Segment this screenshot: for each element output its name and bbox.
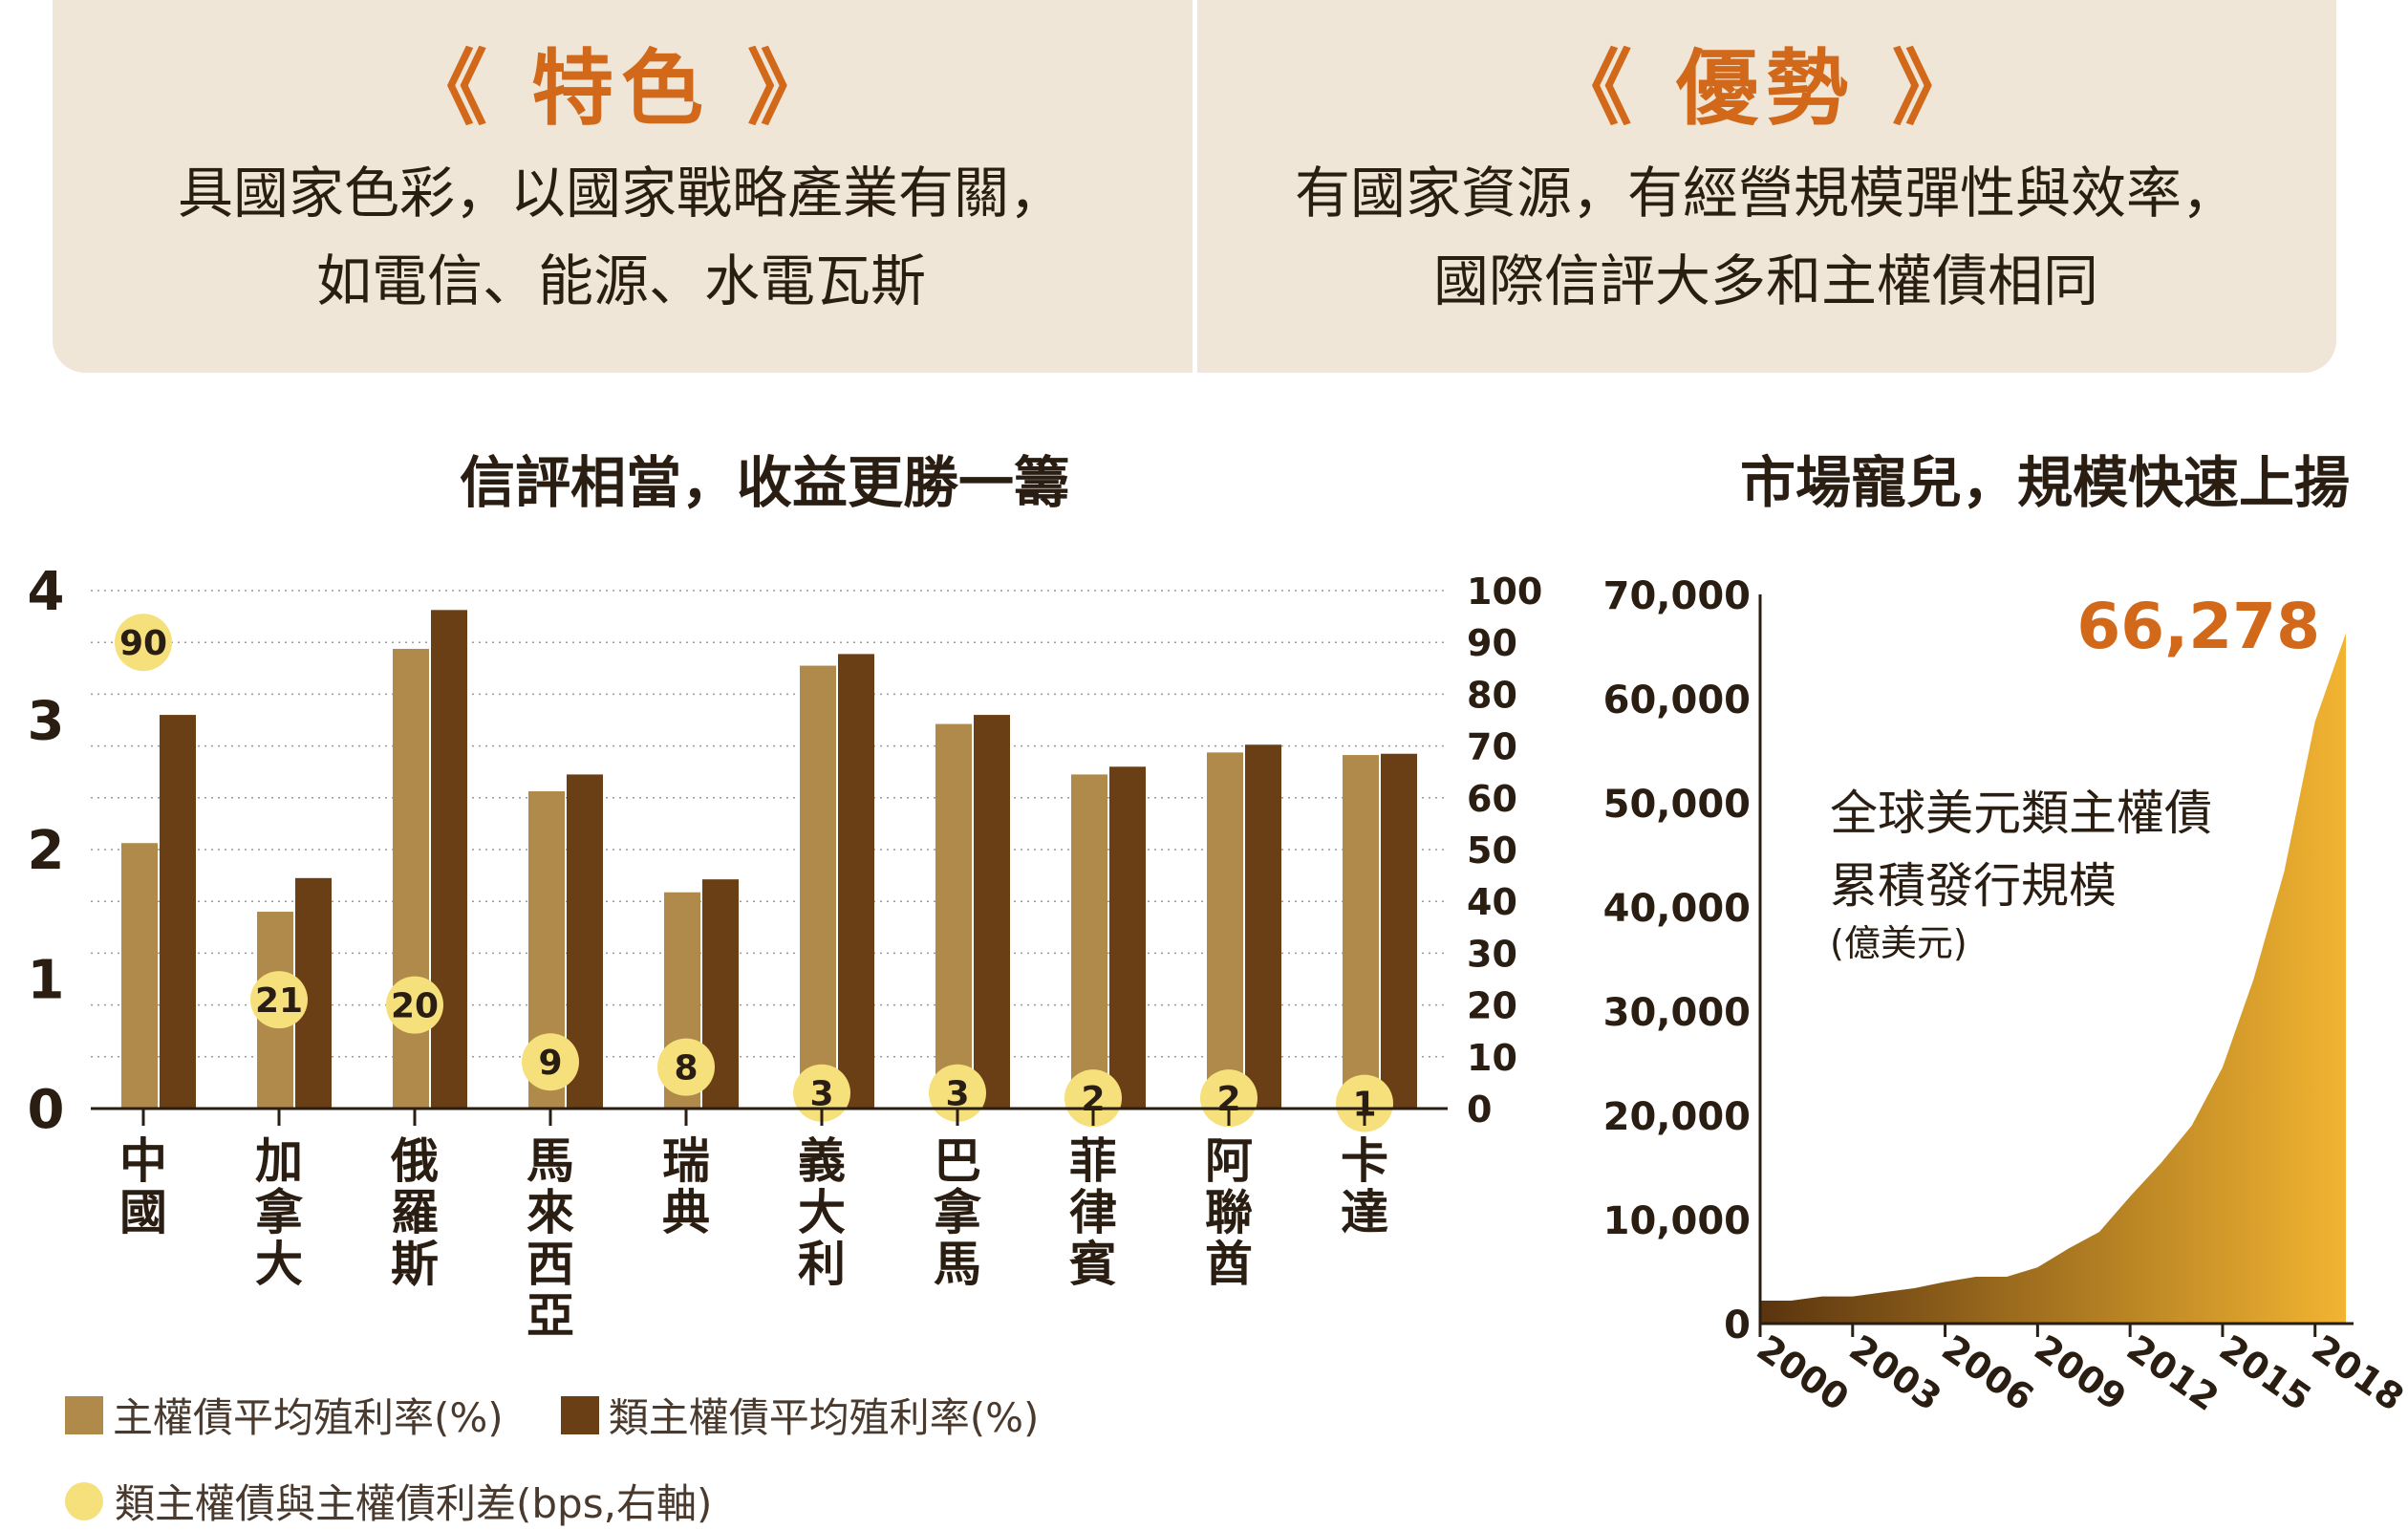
right-axis-tick-label: 10 [1467, 1037, 1517, 1079]
area-annotation-line: 全球美元類主權債 [1830, 786, 2212, 841]
area-chart: 0 10,000 20,000 30,000 40,000 50,000 60,000 70,… [1603, 574, 2408, 1419]
area-x-tick-label: 2000 [1750, 1326, 1857, 1419]
area-y-tick-label: 60,000 [1603, 679, 1751, 722]
features-line-2: 如電信、能源、水電瓦斯 [315, 248, 926, 313]
area-x-tick-label: 2003 [1842, 1326, 1949, 1419]
category-label: 菲律賓 [1069, 1133, 1117, 1292]
right-axis-tick-label: 30 [1467, 933, 1517, 975]
spread-dot [1064, 1069, 1122, 1128]
right-axis-tick-label: 100 [1467, 571, 1542, 613]
area-y-tick-label: 30,000 [1603, 991, 1751, 1035]
category-label: 卡達 [1341, 1133, 1388, 1240]
category-label: 馬來西亞 [527, 1133, 574, 1344]
area-y-tick-label: 0 [1724, 1304, 1751, 1347]
category-label: 瑞典 [662, 1133, 710, 1240]
area-x-tick-label: 2006 [1934, 1326, 2041, 1419]
bar-sovereign [1343, 755, 1379, 1109]
bar-quasi [1245, 744, 1281, 1109]
area-x-tick-label: 2018 [2305, 1326, 2408, 1419]
bar-quasi [974, 715, 1010, 1109]
spread-dot [1336, 1074, 1393, 1132]
legend-label-quasi: 類主權債平均殖利率(%) [608, 1394, 1040, 1441]
legend-swatch-sovereign [65, 1395, 103, 1434]
area-chart-title: 市場寵兒，規模快速上揚 [1739, 450, 2350, 515]
features-panel: 《 特色 》 具國家色彩，以國家戰略產業有關， 如電信、能源、水電瓦斯 [53, 0, 1190, 373]
top-banner: 《 特色 》 具國家色彩，以國家戰略產業有關， 如電信、能源、水電瓦斯 《 優勢… [53, 0, 2336, 373]
area-y-tick-label: 50,000 [1603, 783, 1751, 827]
category-label: 巴拿馬 [934, 1133, 981, 1292]
left-axis-tick-label: 2 [28, 820, 65, 882]
spread-value-label: 20 [391, 987, 439, 1026]
bar-sovereign [393, 648, 429, 1109]
area-series [1760, 633, 2346, 1324]
bar-quasi [838, 654, 874, 1109]
area-y-tick-label: 20,000 [1603, 1095, 1751, 1139]
category-label: 義大利 [798, 1133, 846, 1292]
area-x-tick-label: 2015 [2212, 1326, 2319, 1419]
advantages-panel: 《 優勢 》 有國家資源，有經營規模彈性與效率， 國際信評大多和主權債相同 [1197, 0, 2334, 373]
left-axis-tick-label: 4 [28, 561, 65, 623]
right-axis-tick-label: 20 [1467, 985, 1517, 1027]
banner-divider [1193, 0, 1197, 373]
legend-label-spread: 類主權債與主權債利差(bps,右軸) [115, 1480, 713, 1527]
legend-swatch-quasi [560, 1395, 599, 1434]
right-axis-tick-label: 40 [1467, 881, 1517, 923]
right-axis-tick-label: 60 [1467, 778, 1517, 820]
spread-dot [115, 614, 172, 672]
bar-sovereign [121, 843, 158, 1109]
bar-quasi [431, 610, 467, 1109]
category-label: 阿聯酋 [1205, 1133, 1253, 1292]
bar-quasi [1109, 766, 1146, 1109]
spread-dot [522, 1033, 579, 1091]
bar-sovereign [800, 665, 836, 1109]
bar-sovereign [1207, 752, 1243, 1109]
right-axis-tick-label: 80 [1467, 674, 1517, 716]
right-axis-tick-label: 90 [1467, 622, 1517, 664]
spread-value-label: 21 [255, 981, 303, 1021]
spread-dot [386, 976, 443, 1034]
features-line-1: 具國家色彩，以國家戰略產業有關， [177, 161, 1064, 226]
right-axis-tick-label: 70 [1467, 726, 1517, 768]
advantages-line-2: 國際信評大多和主權債相同 [1432, 248, 2098, 313]
bar-chart: 01234010203040506070809010090中國21加拿大20俄羅… [28, 561, 1543, 1344]
area-x-tick-label: 2012 [2119, 1326, 2226, 1419]
area-y-tick-label: 10,000 [1603, 1199, 1751, 1243]
spread-value-label: 9 [538, 1044, 562, 1083]
bar-chart-title: 信評相當，收益更勝一籌 [459, 450, 1069, 515]
area-annotation-unit: (億美元) [1830, 922, 1967, 964]
left-axis-tick-label: 1 [28, 950, 65, 1012]
area-x-tick-label: 2009 [2027, 1326, 2134, 1419]
bar-quasi [1381, 753, 1417, 1109]
area-y-tick-label: 70,000 [1603, 574, 1751, 618]
features-title: 《 特色 》 [405, 41, 837, 137]
spread-dot [250, 971, 308, 1029]
category-label: 俄羅斯 [390, 1133, 439, 1292]
advantages-title: 《 優勢 》 [1550, 41, 1982, 137]
spread-value-label: 8 [674, 1049, 698, 1088]
area-annotation-line: 累積發行規模 [1830, 858, 2117, 914]
area-y-tick-label: 40,000 [1603, 887, 1751, 931]
spread-dot [1200, 1069, 1258, 1128]
legend-row-1: 主權債平均殖利率(%) 類主權債平均殖利率(%) [65, 1386, 1039, 1444]
left-axis-tick-label: 0 [28, 1079, 65, 1141]
right-axis-tick-label: 0 [1467, 1088, 1492, 1131]
bar-quasi [160, 715, 196, 1109]
right-axis-tick-label: 50 [1467, 830, 1517, 872]
legend-row-2: 類主權債與主權債利差(bps,右軸) [65, 1472, 712, 1530]
spread-value-label: 90 [119, 624, 167, 663]
legend-dot-spread [65, 1481, 103, 1520]
bar-sovereign [935, 723, 972, 1109]
left-axis-tick-label: 3 [28, 691, 65, 753]
category-label: 中國 [119, 1133, 167, 1240]
advantages-line-1: 有國家資源，有經營規模彈性與效率， [1294, 161, 2237, 226]
area-highlight-value: 66,278 [2076, 590, 2320, 663]
legend-label-sovereign: 主權債平均殖利率(%) [113, 1394, 504, 1441]
category-label: 加拿大 [255, 1133, 303, 1292]
spread-dot [657, 1038, 715, 1096]
bar-sovereign [1071, 774, 1107, 1109]
